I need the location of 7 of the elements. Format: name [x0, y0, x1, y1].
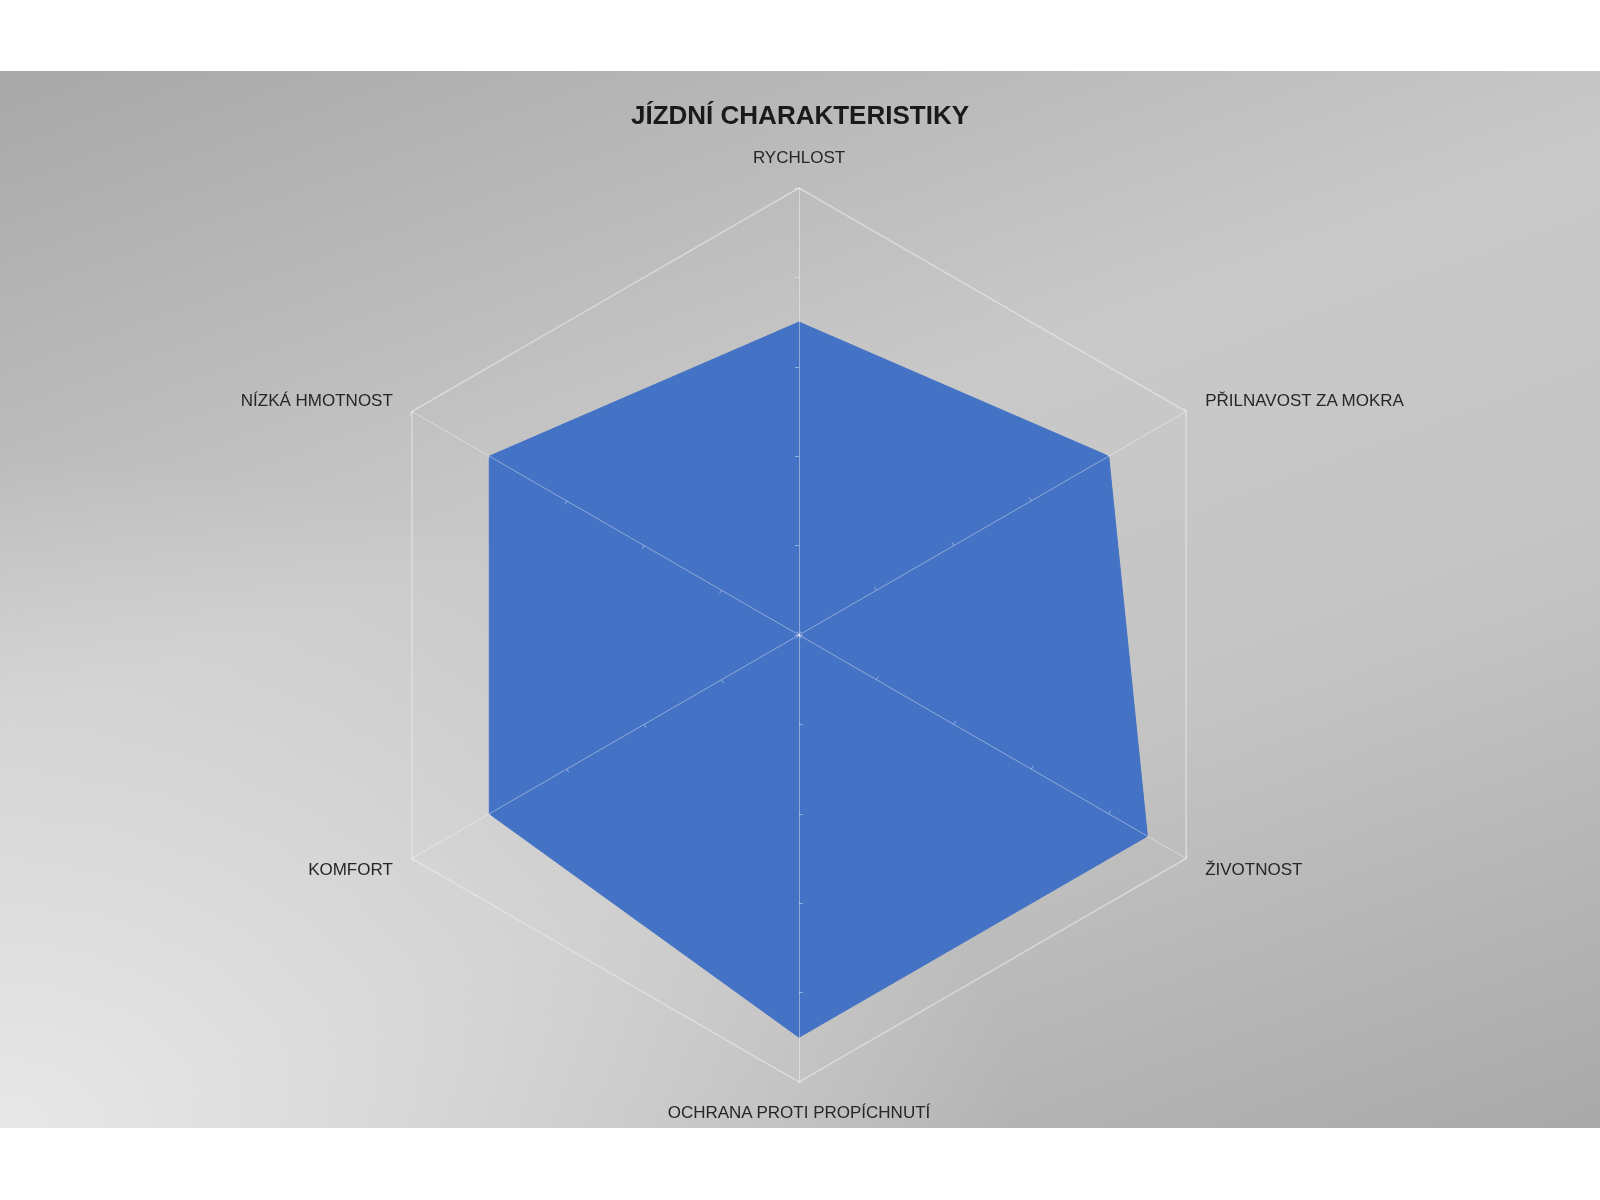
spoke-label: NÍZKÁ HMOTNOST [240, 391, 393, 410]
spoke-label: PŘILNAVOST ZA MOKRA [1205, 391, 1405, 410]
chart-title: JÍZDNÍ CHARAKTERISTIKY [630, 100, 970, 130]
spoke-label: OCHRANA PROTI PROPÍCHNUTÍ [667, 1103, 931, 1122]
spoke-label: ŽIVOTNOST [1205, 860, 1303, 879]
spoke-label: RYCHLOST [752, 148, 846, 167]
spoke-label: KOMFORT [308, 860, 393, 879]
